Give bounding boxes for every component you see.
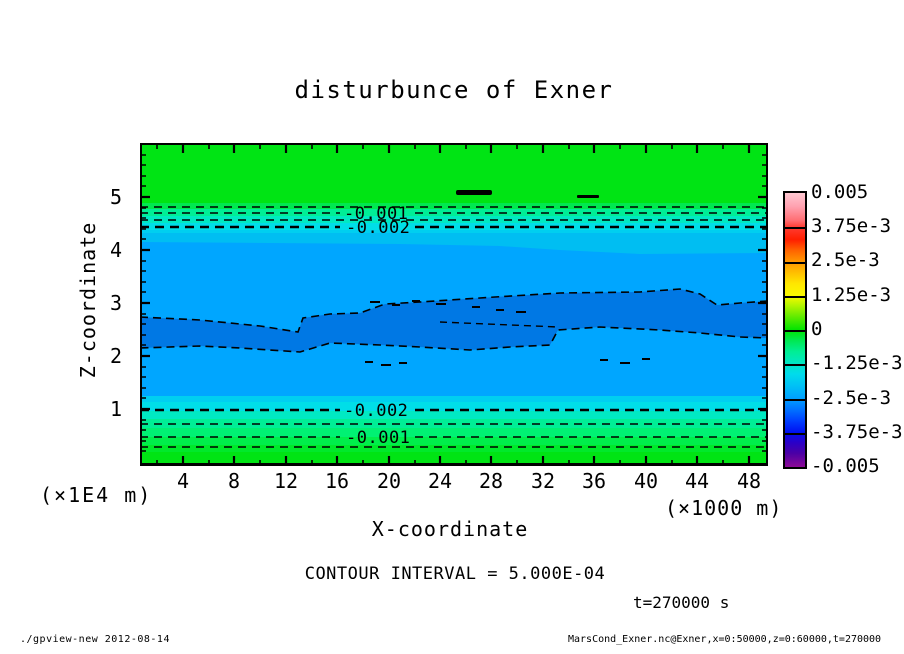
y-tick: 1 bbox=[109, 397, 122, 421]
time-annotation: t=270000 s bbox=[633, 593, 730, 612]
x-tick: 20 bbox=[376, 469, 402, 493]
colorbar-labels: 0.005 3.75e-3 2.5e-3 1.25e-3 0 -1.25e-3 … bbox=[811, 181, 903, 477]
x-axis-label: X-coordinate bbox=[371, 517, 529, 541]
colorbar-tick-line bbox=[785, 433, 805, 435]
x-tick: 12 bbox=[273, 469, 299, 493]
x-tick: 24 bbox=[427, 469, 453, 493]
x-tick: 40 bbox=[633, 469, 659, 493]
colorbar-tick-line bbox=[785, 296, 805, 298]
x-tick: 36 bbox=[581, 469, 607, 493]
y-axis-unit: (×1E4 m) bbox=[40, 483, 153, 507]
chart-title: disturbunce of Exner bbox=[294, 76, 614, 104]
y-axis-tick-labels: 5 4 3 2 1 bbox=[90, 143, 130, 466]
contour-interval-text: CONTOUR INTERVAL = 5.000E-04 bbox=[304, 564, 606, 584]
contour-fragments bbox=[365, 190, 650, 366]
footer-source-text: MarsCond_Exner.nc@Exner,x=0:50000,z=0:60… bbox=[568, 634, 882, 645]
y-tick: 3 bbox=[109, 291, 122, 315]
x-tick: 32 bbox=[530, 469, 556, 493]
x-axis-unit: (×1000 m) bbox=[665, 496, 783, 520]
colorbar-tick-line bbox=[785, 227, 805, 229]
dashed-contour-lines bbox=[140, 206, 768, 448]
x-tick: 4 bbox=[176, 469, 190, 493]
contour-plot-panel bbox=[140, 143, 768, 466]
contour-label-upper-0.002: -0.002 bbox=[346, 218, 411, 238]
y-tick: 4 bbox=[109, 238, 122, 262]
x-tick: 48 bbox=[736, 469, 762, 493]
colorbar-label: 0.005 bbox=[811, 181, 869, 203]
y-tick: 2 bbox=[109, 344, 122, 368]
colorbar-label: -3.75e-3 bbox=[811, 421, 903, 443]
colorbar-tick-line bbox=[785, 330, 805, 332]
x-tick: 44 bbox=[684, 469, 710, 493]
y-tick: 5 bbox=[109, 185, 122, 209]
colorbar-tick-line bbox=[785, 364, 805, 366]
x-tick: 28 bbox=[478, 469, 504, 493]
colorbar-label: 0 bbox=[811, 318, 823, 340]
interior-contour-segment bbox=[439, 321, 559, 328]
contour-label-lower-0.002: -0.002 bbox=[344, 401, 409, 421]
colorbar-label: 2.5e-3 bbox=[811, 249, 880, 271]
colorbar-label: 3.75e-3 bbox=[811, 215, 892, 237]
colorbar-label: -2.5e-3 bbox=[811, 387, 892, 409]
footer-command-text: ./gpview-new 2012-08-14 bbox=[20, 634, 170, 645]
minimum-band-region bbox=[140, 288, 768, 353]
contour-label-lower-0.001: -0.001 bbox=[346, 428, 411, 448]
axis-tick-marks bbox=[141, 144, 767, 465]
colorbar-label: -0.005 bbox=[811, 455, 880, 477]
x-tick: 8 bbox=[227, 469, 241, 493]
x-tick: 16 bbox=[324, 469, 350, 493]
colorbar bbox=[783, 191, 807, 469]
colorbar-tick-line bbox=[785, 399, 805, 401]
contour-label-upper-0.001: -0.001 bbox=[344, 204, 409, 224]
colorbar-tick-line bbox=[785, 262, 805, 264]
x-axis-tick-labels: 4 8 12 16 20 24 28 32 36 40 44 48 bbox=[140, 469, 768, 493]
colorbar-label: -1.25e-3 bbox=[811, 352, 903, 374]
colorbar-label: 1.25e-3 bbox=[811, 284, 892, 306]
